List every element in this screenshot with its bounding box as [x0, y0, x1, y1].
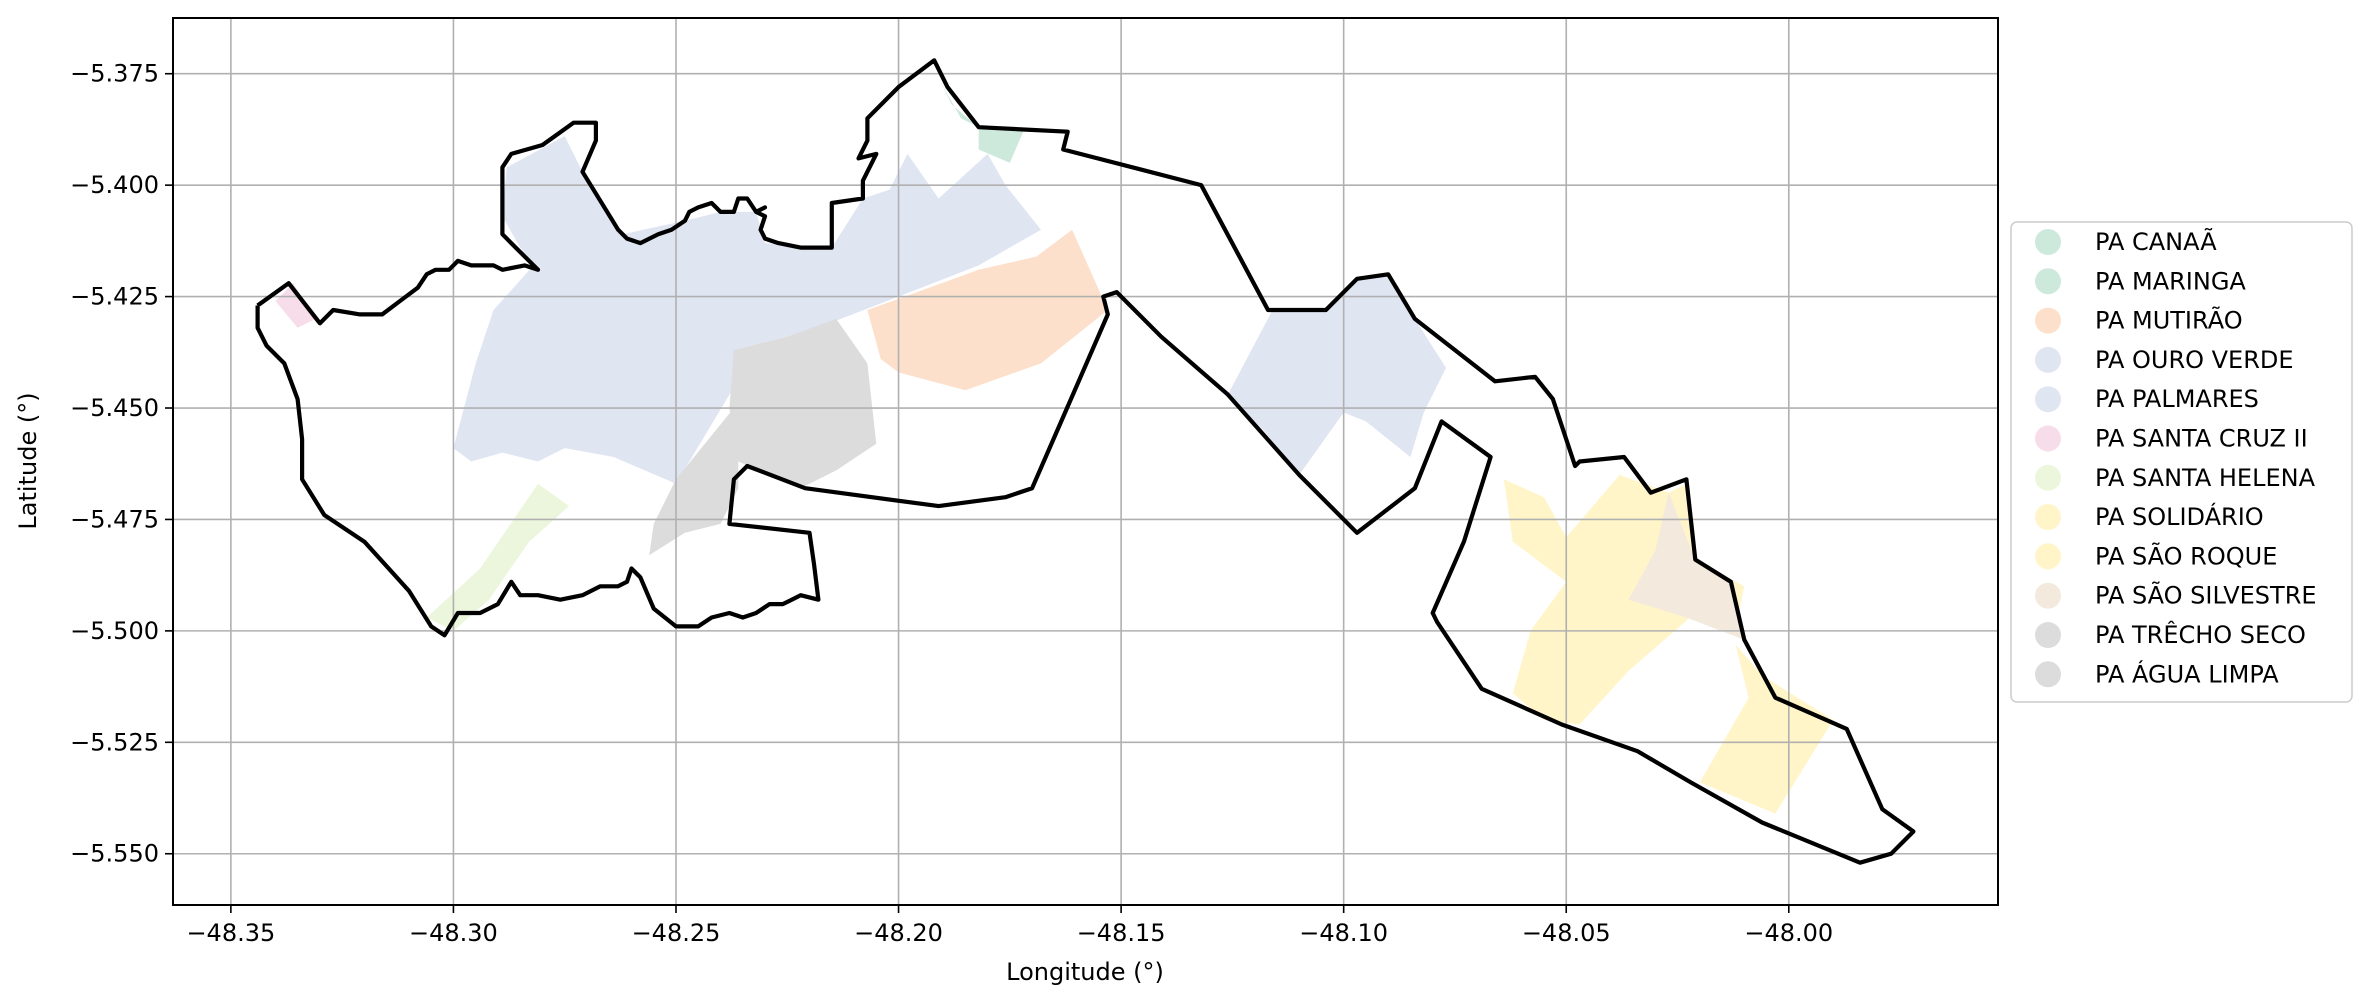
y-axis-label: Latitude (°)	[14, 392, 42, 529]
x-tick-label-0: −48.35	[186, 919, 275, 947]
legend-label-10: PA TRÊCHO SECO	[2095, 620, 2306, 649]
legend-marker-6	[2035, 464, 2061, 491]
region-1-0	[978, 127, 1024, 163]
legend-label-11: PA ÁGUA LIMPA	[2095, 659, 2279, 688]
region-9-0	[1628, 492, 1745, 640]
legend-marker-8	[2035, 543, 2061, 570]
region-4-0	[1227, 274, 1446, 475]
y-tick-label-3: −5.450	[70, 394, 159, 422]
legend-frame	[2010, 221, 2353, 703]
x-tick-label-7: −48.00	[1744, 919, 1833, 947]
x-tick-label-5: −48.10	[1299, 919, 1388, 947]
legend-label-9: PA SÃO SILVESTRE	[2095, 580, 2317, 610]
region-10-0	[729, 318, 877, 489]
legend-label-7: PA SOLIDÁRIO	[2095, 502, 2264, 531]
grid-lines	[173, 18, 1998, 905]
region-5-0	[275, 283, 316, 328]
x-tick-label-1: −48.30	[409, 919, 498, 947]
y-tick-label-7: −5.550	[70, 840, 159, 868]
legend-label-4: PA PALMARES	[2095, 385, 2259, 413]
legend-label-0: PA CANAÃ	[2095, 226, 2217, 256]
x-tick-label-4: −48.15	[1077, 919, 1166, 947]
region-8-0	[1699, 644, 1834, 814]
legend-marker-7	[2035, 504, 2061, 531]
x-tick-label-2: −48.25	[632, 919, 721, 947]
region-2-0	[867, 229, 1108, 391]
region-11-0	[649, 408, 739, 556]
y-tick-label-4: −5.475	[70, 505, 159, 533]
region-6-0	[426, 483, 570, 631]
legend-marker-5	[2035, 425, 2061, 452]
legend-label-1: PA MARINGA	[2095, 267, 2246, 295]
x-axis-ticks: −48.35 −48.30 −48.25 −48.20 −48.15 −48.10 −48.…	[186, 905, 1833, 947]
x-tick-label-6: −48.05	[1522, 919, 1611, 947]
legend-label-6: PA SANTA HELENA	[2095, 464, 2316, 492]
boundary-line	[255, 58, 1916, 865]
x-tick-label-3: −48.20	[854, 919, 943, 947]
legend-marker-0	[2035, 229, 2061, 255]
region-3-0	[453, 136, 1041, 484]
legend-marker-10	[2035, 622, 2061, 648]
legend-label-3: PA OURO VERDE	[2095, 346, 2294, 374]
y-tick-label-6: −5.525	[70, 728, 159, 756]
y-tick-label-2: −5.425	[70, 283, 159, 311]
x-axis-label: Longitude (°)	[1006, 958, 1164, 986]
y-axis-ticks: −5.375 −5.400 −5.425 −5.450 −5.475 −5.500 −5.5…	[70, 60, 173, 868]
legend-label-5: PA SANTA CRUZ II	[2095, 425, 2308, 453]
legend-label-8: PA SÃO ROQUE	[2095, 540, 2277, 570]
y-tick-label-0: −5.375	[70, 60, 159, 88]
legend-marker-9	[2035, 582, 2061, 609]
plot-frame	[172, 17, 1999, 906]
y-tick-label-5: −5.500	[70, 617, 159, 645]
legend-marker-11	[2035, 661, 2061, 688]
y-tick-label-1: −5.400	[70, 171, 159, 199]
legend-label-2: PA MUTIRÃO	[2095, 305, 2243, 335]
legend-marker-1	[2035, 268, 2061, 295]
settlement-regions	[275, 78, 1834, 814]
legend-marker-4	[2035, 386, 2061, 413]
legend-marker-3	[2035, 346, 2061, 373]
legend: PA CANAÃ PA MARINGA PA MUTIRÃO PA OURO VERD…	[2010, 221, 2353, 703]
legend-marker-2	[2035, 307, 2061, 334]
municipality-boundary	[255, 58, 1916, 865]
